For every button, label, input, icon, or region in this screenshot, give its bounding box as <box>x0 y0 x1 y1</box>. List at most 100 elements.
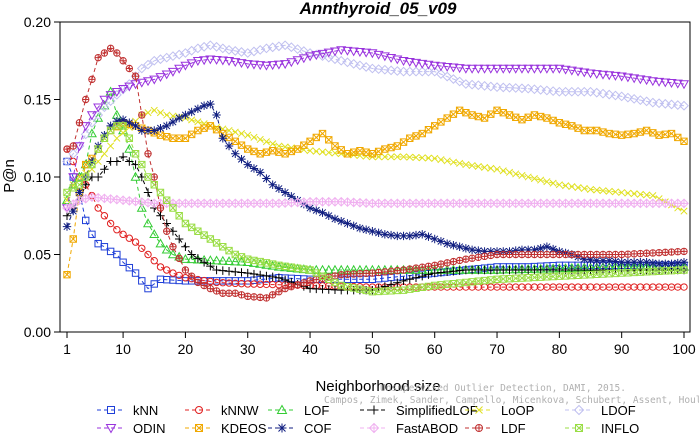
data-point <box>666 79 677 88</box>
data-point <box>443 259 451 267</box>
data-point <box>174 64 185 74</box>
data-point <box>256 293 264 302</box>
data-point <box>593 186 601 194</box>
data-point <box>480 276 489 285</box>
data-point <box>636 128 645 136</box>
legend-label: LDOF <box>601 403 636 418</box>
data-point <box>575 424 583 432</box>
data-point <box>186 254 197 264</box>
data-point <box>473 64 484 74</box>
data-point <box>373 50 384 60</box>
data-point <box>331 272 339 280</box>
x-tick-label: 80 <box>552 341 568 357</box>
data-point <box>138 244 146 253</box>
data-point <box>599 187 607 195</box>
data-point <box>642 126 651 135</box>
data-point <box>424 126 433 134</box>
data-point <box>524 173 532 181</box>
data-point <box>479 64 490 74</box>
data-point <box>554 64 565 74</box>
data-point <box>678 80 690 90</box>
data-point <box>387 143 395 152</box>
data-point <box>643 191 651 199</box>
legend-label: LOF <box>304 403 329 418</box>
data-point <box>143 59 153 70</box>
data-point <box>113 49 121 57</box>
legend-label: ODIN <box>133 421 166 434</box>
data-point <box>617 131 626 139</box>
data-point <box>485 81 496 92</box>
data-point <box>605 256 614 265</box>
data-point <box>379 64 390 75</box>
data-point <box>113 226 121 234</box>
data-point <box>268 180 277 189</box>
data-point <box>175 271 183 280</box>
data-point <box>192 57 203 66</box>
data-point <box>199 258 209 267</box>
data-point <box>498 82 509 93</box>
data-point <box>256 135 264 144</box>
data-point <box>88 75 96 83</box>
data-point <box>113 134 121 142</box>
data-point <box>481 163 489 171</box>
data-point <box>167 67 179 77</box>
legend: kNN kNNW LOF SimplifiedLOF LoOP LDOF ODIN KDEOS… <box>97 403 639 434</box>
data-point <box>311 51 322 61</box>
data-point <box>468 111 476 119</box>
data-point <box>660 98 671 109</box>
data-point <box>281 284 289 293</box>
data-point <box>636 190 644 198</box>
y-axis: 0.00 0.05 0.10 0.15 0.20 <box>24 14 60 340</box>
data-point <box>486 247 495 256</box>
data-point <box>493 250 501 259</box>
data-point <box>144 109 152 117</box>
data-point <box>94 204 102 212</box>
data-point <box>175 212 183 220</box>
data-point <box>156 131 165 139</box>
data-point <box>381 153 389 161</box>
data-point <box>167 249 179 259</box>
data-point <box>518 250 526 259</box>
data-point <box>611 250 620 259</box>
data-point <box>361 62 372 72</box>
data-point <box>150 173 158 181</box>
data-point <box>248 60 260 70</box>
data-point <box>605 250 613 259</box>
data-point <box>125 263 134 272</box>
data-point <box>306 147 314 155</box>
data-point <box>206 99 215 109</box>
data-point <box>155 73 166 82</box>
data-point <box>162 121 171 131</box>
data-point <box>349 221 358 231</box>
data-point <box>611 188 619 196</box>
data-point <box>273 261 284 271</box>
data-point <box>137 126 146 135</box>
data-point <box>276 404 288 414</box>
data-point <box>467 64 478 74</box>
data-point <box>442 62 453 72</box>
x-tick-label: 50 <box>365 341 381 357</box>
data-point <box>406 134 414 142</box>
data-point <box>268 291 277 299</box>
data-point <box>231 128 239 136</box>
data-point <box>649 249 657 257</box>
data-point <box>549 116 557 125</box>
data-point <box>399 231 408 241</box>
data-point <box>424 262 433 270</box>
data-point <box>69 206 78 216</box>
data-point <box>398 57 409 66</box>
data-point <box>437 281 445 289</box>
data-point <box>243 268 252 278</box>
data-point <box>312 133 320 142</box>
data-point <box>237 154 246 164</box>
data-point <box>611 257 620 266</box>
data-point <box>480 247 489 256</box>
data-point <box>125 157 134 166</box>
data-point <box>380 230 390 239</box>
data-point <box>505 250 514 259</box>
data-point <box>138 111 146 119</box>
data-point <box>624 189 632 197</box>
data-point <box>330 54 340 65</box>
data-point <box>386 53 397 63</box>
data-point <box>449 158 457 166</box>
